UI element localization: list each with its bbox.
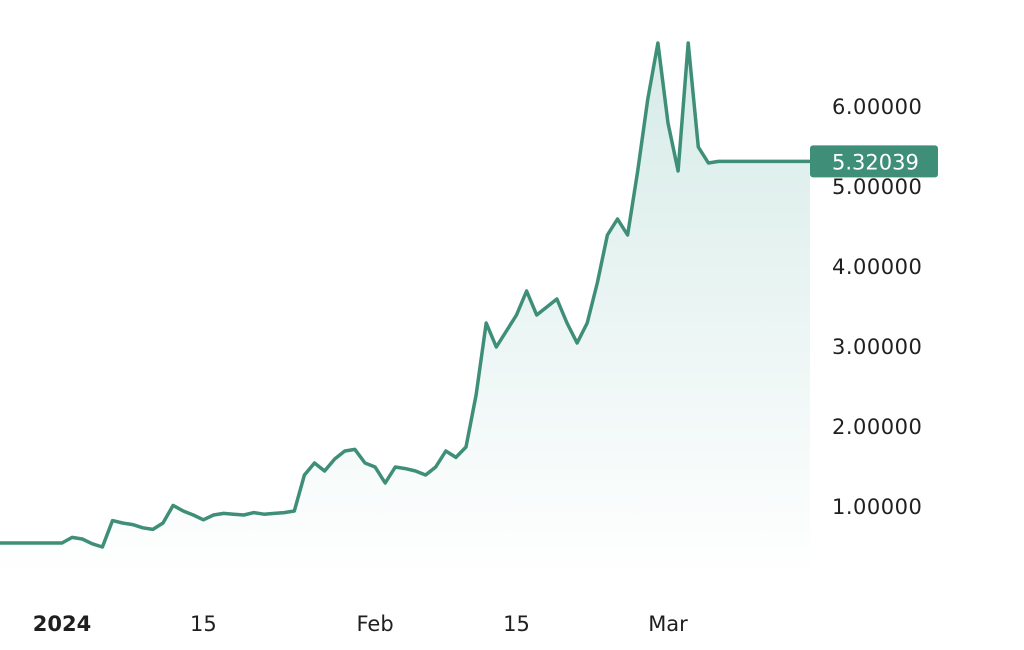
price-area-fill: [0, 43, 810, 578]
y-tick-label: 3.00000: [832, 335, 922, 359]
last-value-badge: 5.32039: [810, 145, 938, 178]
x-tick-label: 15: [503, 612, 530, 636]
x-axis: 2024 15 Feb 15 Mar: [33, 612, 688, 636]
price-line: [0, 41, 812, 549]
last-value-label: 5.32039: [832, 150, 919, 174]
x-tick-label: 15: [190, 612, 217, 636]
last-value-badge-bg: [810, 145, 938, 178]
x-tick-label: Mar: [648, 612, 688, 636]
y-tick-label: 1.00000: [832, 495, 922, 519]
x-tick-label: 2024: [33, 612, 91, 636]
y-tick-label: 6.00000: [832, 95, 922, 119]
x-tick-label: Feb: [357, 612, 394, 636]
y-tick-label: 2.00000: [832, 415, 922, 439]
y-axis: 1.00000 2.00000 3.00000 4.00000 5.00000 6.000…: [832, 95, 922, 519]
plot-area: [0, 41, 812, 578]
y-tick-label: 5.00000: [832, 175, 922, 199]
y-tick-label: 4.00000: [832, 255, 922, 279]
